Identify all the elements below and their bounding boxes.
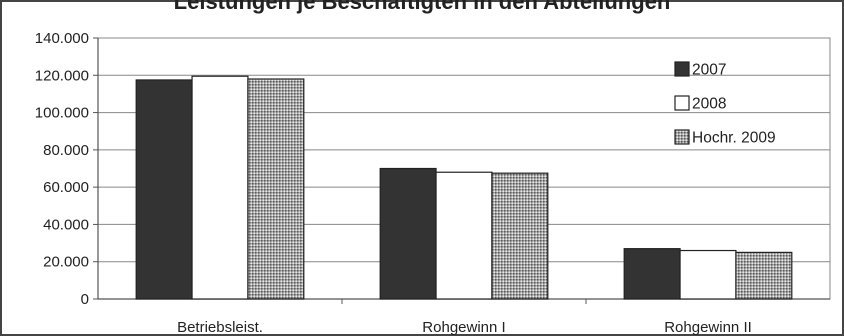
legend-label: Hochr. 2009 (692, 130, 776, 147)
bar (735, 251, 793, 300)
x-category-label: Rohgewinn II (664, 319, 752, 336)
legend-swatch (674, 61, 690, 77)
y-tick-label: 0 (81, 291, 89, 308)
y-tick-label: 60.000 (43, 179, 89, 196)
legend-swatch (674, 129, 690, 145)
y-tick-label: 100.000 (35, 105, 89, 122)
x-category-label: Betriebsleist. (177, 319, 263, 336)
y-tick-label: 120.000 (35, 67, 89, 84)
bar (679, 249, 737, 300)
bar (379, 167, 437, 300)
bar (623, 248, 681, 300)
legend: 2007 2008 Hochr. 2009 (674, 61, 776, 147)
y-tick-label: 40.000 (43, 216, 89, 233)
bar (435, 171, 493, 300)
bar (191, 75, 249, 300)
legend-label: 2008 (692, 96, 726, 113)
chart-title: Leistungen je Beschäftigten in den Abtei… (174, 0, 671, 14)
legend-label: 2007 (692, 62, 726, 79)
bar (135, 79, 193, 300)
y-tick-label: 140.000 (35, 30, 89, 47)
bar (247, 78, 305, 300)
legend-swatch (674, 95, 690, 111)
axis-labels: 0 20.000 40.000 60.000 80.000 100.000 120.000 1… (35, 30, 752, 336)
x-category-label: Rohgewinn I (422, 319, 505, 336)
y-tick-label: 20.000 (43, 254, 89, 271)
bar (491, 172, 549, 300)
bars (135, 75, 793, 300)
y-tick-label: 80.000 (43, 142, 89, 159)
